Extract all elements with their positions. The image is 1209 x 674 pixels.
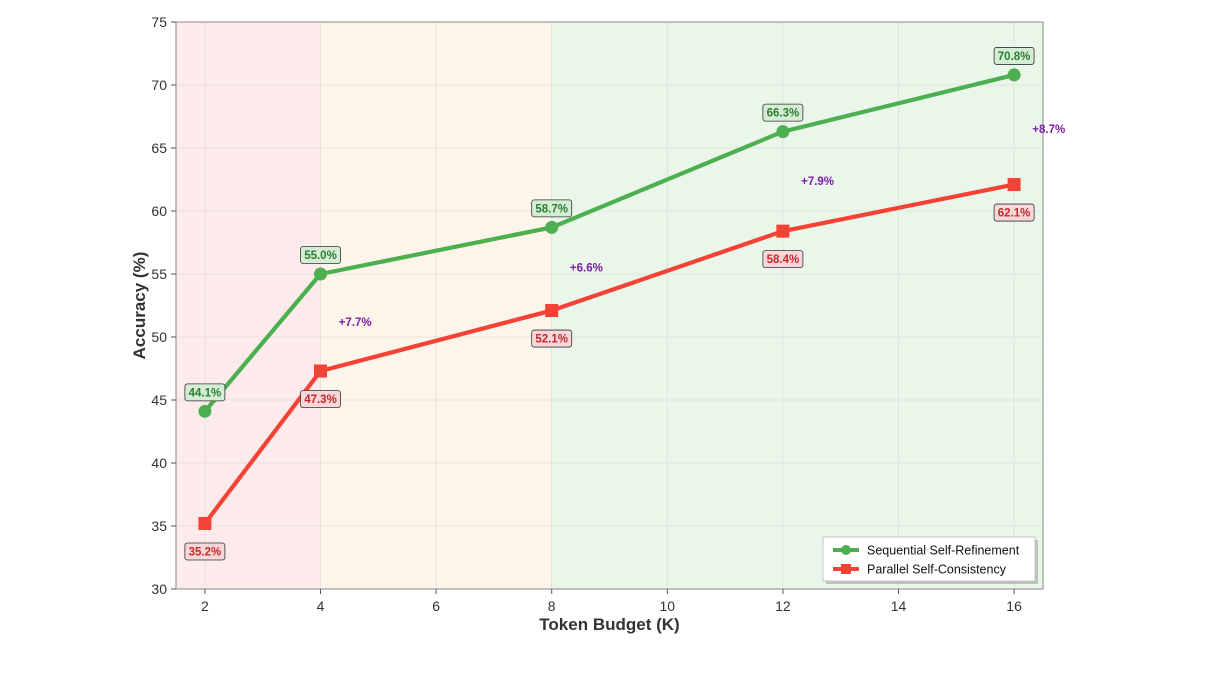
data-label-1-8: 58.7% <box>531 199 573 218</box>
legend: Sequential Self-Refinement Parallel Self-… <box>822 536 1038 584</box>
gain-annotation-3: +7.9% <box>801 176 834 188</box>
legend-box <box>822 536 1036 582</box>
gain-annotation-4: +8.7% <box>1032 124 1065 136</box>
data-label-text: 55.0% <box>304 250 337 262</box>
legend-label-1: Sequential Self-Refinement <box>867 544 1020 558</box>
x-tick-label-10: 10 <box>660 598 676 614</box>
x-tick-label-8: 8 <box>548 598 556 614</box>
x-tick-label-12: 12 <box>775 598 791 614</box>
data-label-box <box>300 390 341 408</box>
data-label-box <box>531 329 573 348</box>
y-tick-label-45: 45 <box>151 392 167 408</box>
data-label-text: 47.3% <box>304 394 337 406</box>
data-label-text: 44.1% <box>189 387 222 399</box>
y-axis-title: Accuracy (%) <box>130 252 149 360</box>
data-label-box <box>993 47 1035 65</box>
data-label-1-12: 66.3% <box>762 103 804 122</box>
data-label-box <box>300 246 341 264</box>
series-2-point-4 <box>314 364 327 378</box>
legend-marker-2 <box>841 564 851 574</box>
data-label-1-2: 44.1% <box>184 383 226 402</box>
data-label-text: 35.2% <box>189 546 222 558</box>
data-label-text: 62.1% <box>998 208 1031 220</box>
y-tick-label-60: 60 <box>151 203 167 219</box>
y-tick-label-50: 50 <box>151 329 167 345</box>
data-label-text: 58.4% <box>767 254 800 266</box>
data-label-text: 66.3% <box>767 108 800 120</box>
y-tick-label-70: 70 <box>151 77 167 93</box>
data-label-text: 58.7% <box>535 203 568 215</box>
data-label-box <box>531 199 573 218</box>
gain-annotations: +7.7% +6.6% +7.9% +8.7% <box>339 124 1066 329</box>
series-1-point-4 <box>314 267 327 281</box>
x-tick-label-2: 2 <box>201 598 209 614</box>
plot-frame <box>175 21 1044 590</box>
data-label-2-12: 58.4% <box>762 250 804 269</box>
data-label-box <box>762 250 804 269</box>
gain-annotation-1: +7.7% <box>339 317 372 329</box>
data-label-1-4: 55.0% <box>300 246 341 264</box>
y-tick-label-40: 40 <box>151 455 167 471</box>
x-tick-label-6: 6 <box>432 598 440 614</box>
series-1-point-12 <box>776 125 790 139</box>
series-2-point-12 <box>776 224 790 238</box>
axis-ticks: 2 4 6 8 10 12 14 16 30 35 40 45 50 55 60 65 70 75 <box>151 14 1022 614</box>
data-label-2-16: 62.1% <box>993 203 1035 222</box>
data-label-box <box>184 383 226 402</box>
series-2-point-2 <box>198 516 212 530</box>
background-band-1 <box>176 22 321 589</box>
legend-marker-1 <box>841 545 851 555</box>
y-tick-label-30: 30 <box>151 581 167 597</box>
data-label-text: 52.1% <box>535 334 568 346</box>
x-tick-label-14: 14 <box>891 598 907 614</box>
x-tick-label-4: 4 <box>317 598 325 614</box>
data-label-box <box>993 203 1035 222</box>
y-tick-label-65: 65 <box>151 140 167 156</box>
x-tick-label-16: 16 <box>1006 598 1022 614</box>
data-label-1-16: 70.8% <box>993 47 1035 65</box>
series-1-point-2 <box>198 404 212 418</box>
data-label-2-4: 47.3% <box>300 390 341 408</box>
data-labels: 44.1% 55.0% 58.7% 66.3% 70.8% 35.2% 47.3% 52.1%… <box>184 47 1035 561</box>
data-label-2-2: 35.2% <box>184 542 226 561</box>
series-1-point-8 <box>545 220 559 234</box>
y-tick-label-75: 75 <box>151 14 167 30</box>
y-tick-label-35: 35 <box>151 518 167 534</box>
gain-annotation-2: +6.6% <box>570 263 603 275</box>
data-label-box <box>762 103 804 122</box>
x-axis-title: Token Budget (K) <box>539 615 679 634</box>
series-1-point-16 <box>1007 68 1021 82</box>
y-tick-label-55: 55 <box>151 266 167 282</box>
series-2-point-16 <box>1007 178 1021 192</box>
series-lines <box>198 68 1021 530</box>
data-label-box <box>184 542 226 561</box>
legend-label-2: Parallel Self-Consistency <box>867 563 1007 577</box>
background-bands <box>176 22 1043 589</box>
data-label-2-8: 52.1% <box>531 329 573 348</box>
series-2-point-8 <box>545 304 559 318</box>
data-label-text: 70.8% <box>998 51 1031 63</box>
